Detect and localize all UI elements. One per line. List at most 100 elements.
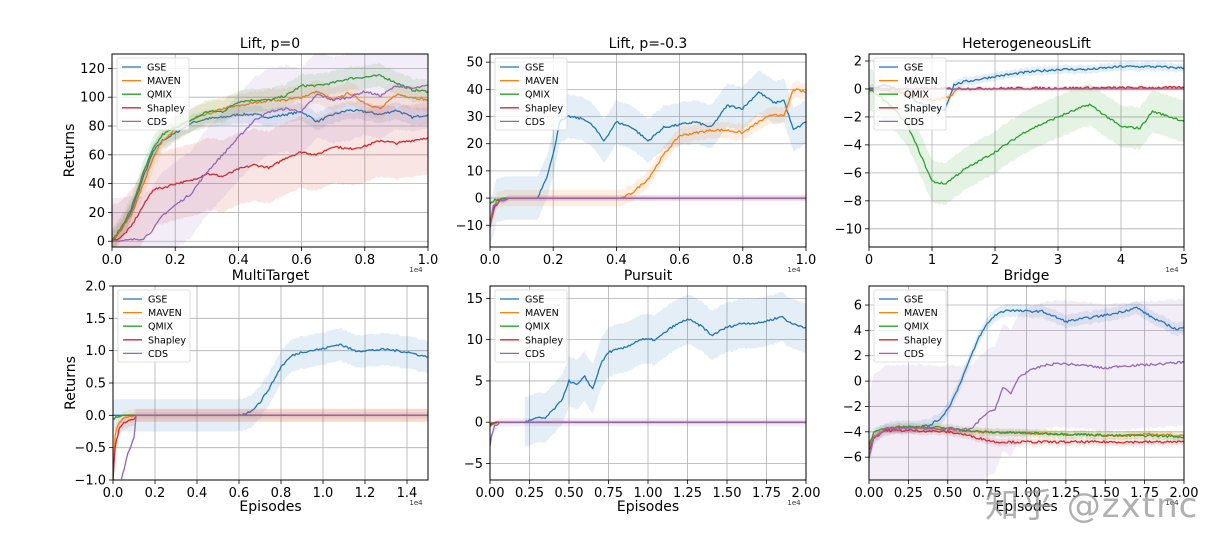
- confidence-band-shapley: [113, 408, 428, 480]
- confidence-band-gse: [112, 101, 428, 247]
- confidence-band-shapley: [869, 425, 1184, 454]
- plot-area: [869, 298, 1184, 480]
- x-tick-label: 4: [1117, 253, 1125, 268]
- y-tick-label: 120: [80, 62, 105, 77]
- legend-label-maven: MAVEN: [147, 76, 181, 87]
- x-axis-label: Episodes: [617, 499, 679, 515]
- x-tick-label: 0.00: [476, 486, 505, 501]
- subplot-heterogeneouslift: 0 1 2 3 4 5 −10 −8 −6 −4 −2 0 2 1e4 HeterogeneousLift G…: [835, 36, 1189, 274]
- legend-label-qmix: QMIX: [148, 322, 173, 333]
- y-tick-label: 6: [854, 299, 862, 314]
- confidence-band-qmix: [112, 63, 428, 247]
- legend-label-qmix: QMIX: [904, 90, 929, 101]
- y-tick-label: 60: [88, 148, 105, 163]
- legend-label-gse: GSE: [904, 295, 923, 306]
- legend-label-qmix: QMIX: [525, 322, 550, 333]
- x-tick-label: 5: [1180, 253, 1188, 268]
- y-tick-label: −4: [843, 425, 862, 440]
- x-tick-label: 2.00: [1170, 486, 1199, 501]
- x-axis-label: Episodes: [239, 499, 301, 515]
- x-tick-label: 1.0: [418, 253, 439, 268]
- legend-label-qmix: QMIX: [147, 90, 172, 101]
- x-tick-label: 0.75: [973, 486, 1002, 501]
- series-line-cds: [869, 360, 1184, 457]
- x-tick-label: 1.4: [397, 486, 418, 501]
- x-tick-label: 1.25: [673, 486, 702, 501]
- y-tick-label: −10: [456, 219, 483, 234]
- y-tick-label: −2: [843, 110, 862, 125]
- y-axis-label: Returns: [63, 356, 79, 410]
- legend: GSE MAVEN QMIX Shapley CDS: [116, 57, 190, 131]
- series-line-qmix: [869, 87, 1184, 185]
- x-tick-label: 0.6: [291, 253, 312, 268]
- x-tick-label: 1.25: [1051, 486, 1080, 501]
- x-tick-label: 1.75: [752, 486, 781, 501]
- x-tick-label: 1.0: [313, 486, 334, 501]
- axes-frame: [111, 53, 429, 248]
- x-tick-label: 2.00: [792, 486, 821, 501]
- legend-label-qmix: QMIX: [525, 90, 550, 101]
- confidence-band-shapley: [490, 195, 806, 231]
- x-tick-label: 0: [865, 253, 873, 268]
- x-tick-label: 0.50: [933, 486, 962, 501]
- axes-frame: [489, 53, 807, 248]
- legend-label-cds: CDS: [148, 349, 168, 360]
- plot-area: [490, 291, 806, 450]
- confidence-band-maven: [112, 79, 428, 247]
- legend-label-maven: MAVEN: [904, 308, 938, 319]
- confidence-band-cds: [490, 418, 806, 450]
- x-tick-label: 1.50: [1091, 486, 1120, 501]
- confidence-band-gse: [524, 291, 806, 448]
- legend-label-maven: MAVEN: [904, 76, 938, 87]
- y-tick-label: 20: [88, 206, 105, 221]
- confidence-band-cds: [112, 54, 428, 247]
- confidence-band-maven: [869, 86, 1184, 104]
- y-tick-label: 0: [475, 416, 483, 431]
- legend-label-gse: GSE: [148, 295, 167, 306]
- x-tick-label: 1: [928, 253, 936, 268]
- confidence-band-maven: [490, 80, 806, 234]
- legend-label-gse: GSE: [525, 63, 544, 74]
- series-line-cds: [490, 421, 806, 447]
- confidence-band-gse: [113, 327, 428, 432]
- x-offset-label: 1e4: [1165, 499, 1179, 507]
- legend-label-shapley: Shapley: [904, 103, 942, 114]
- y-tick-label: 10: [466, 164, 483, 179]
- series-line-gse: [112, 109, 428, 243]
- plot-area: [113, 327, 428, 480]
- subplot-pursuit: 0.00 0.25 0.50 0.75 1.00 1.25 1.50 1.75 2.00 −5 0 5…: [464, 268, 821, 515]
- subplot-title: MultiTarget: [232, 268, 310, 284]
- x-tick-label: 3: [1054, 253, 1062, 268]
- subplot-multitarget: 0.0 0.2 0.4 0.6 0.8 1.0 1.2 1.4 −1.0 −0.5 0.0 0.5 1.…: [63, 268, 429, 515]
- legend-label-shapley: Shapley: [147, 103, 185, 114]
- legend-box: [873, 289, 947, 363]
- legend-label-maven: MAVEN: [148, 308, 182, 319]
- x-offset-label: 1e4: [409, 266, 423, 274]
- x-tick-label: 0.2: [145, 486, 166, 501]
- x-tick-label: 0.8: [732, 253, 753, 268]
- confidence-band-gse: [490, 70, 806, 247]
- y-axis-label: Returns: [62, 124, 78, 178]
- x-tick-label: 0.0: [103, 486, 124, 501]
- x-axis-label: Episodes: [995, 499, 1057, 515]
- x-tick-label: 1.2: [355, 486, 376, 501]
- series-line-shapley: [869, 428, 1184, 451]
- series-line-gse: [524, 315, 806, 424]
- x-tick-label: 1.00: [1012, 486, 1041, 501]
- legend-box: [873, 57, 947, 131]
- series-line-shapley: [112, 137, 428, 243]
- y-tick-label: 1.5: [85, 312, 106, 327]
- x-offset-label: 1e4: [787, 266, 801, 274]
- y-tick-label: −0.5: [74, 441, 106, 456]
- subplot-title: Lift, p=-0.3: [609, 36, 688, 52]
- y-tick-label: −1.0: [74, 474, 106, 489]
- y-tick-label: 0.0: [85, 409, 106, 424]
- x-tick-label: 0.75: [594, 486, 623, 501]
- confidence-band-shapley: [869, 85, 1184, 92]
- legend-label-gse: GSE: [525, 295, 544, 306]
- series-line-cds: [112, 84, 428, 242]
- legend-label-cds: CDS: [904, 117, 924, 128]
- legend-label-maven: MAVEN: [525, 76, 559, 87]
- plot-area: [112, 54, 428, 247]
